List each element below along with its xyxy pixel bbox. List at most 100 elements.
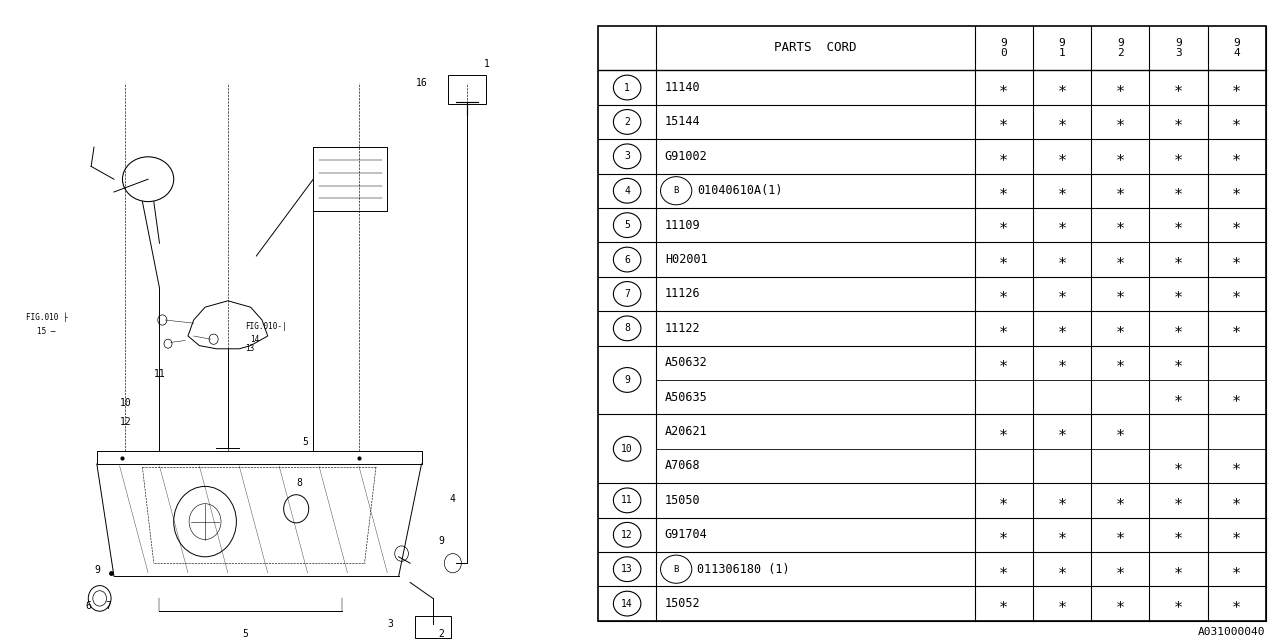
Text: ∗: ∗ [1057, 562, 1066, 577]
Text: 9
4: 9 4 [1234, 38, 1240, 58]
Text: ∗: ∗ [1174, 562, 1183, 577]
Text: ∗: ∗ [1116, 355, 1125, 371]
Text: 9: 9 [93, 564, 100, 575]
Text: 12: 12 [119, 417, 132, 428]
Text: 10: 10 [621, 444, 634, 454]
Text: 01040610A(1): 01040610A(1) [698, 184, 783, 197]
Text: A7068: A7068 [664, 460, 700, 472]
Text: 15052: 15052 [664, 597, 700, 610]
Text: FIG.010-|: FIG.010-| [244, 322, 287, 331]
Text: ∗: ∗ [1233, 458, 1242, 474]
Text: ∗: ∗ [1233, 80, 1242, 95]
Text: ∗: ∗ [1057, 596, 1066, 611]
Text: ∗: ∗ [1233, 218, 1242, 233]
Text: ∗: ∗ [1000, 149, 1009, 164]
Text: G91704: G91704 [664, 528, 708, 541]
Text: ∗: ∗ [1174, 527, 1183, 542]
Text: ∗: ∗ [1116, 527, 1125, 542]
Text: 15144: 15144 [664, 115, 700, 129]
Text: ∗: ∗ [1057, 355, 1066, 371]
Text: 2: 2 [439, 628, 444, 639]
Text: ∗: ∗ [1057, 287, 1066, 301]
Text: A50632: A50632 [664, 356, 708, 369]
Text: ∗: ∗ [1174, 183, 1183, 198]
Text: ∗: ∗ [1174, 596, 1183, 611]
Text: ∗: ∗ [1116, 149, 1125, 164]
Text: 6: 6 [86, 601, 91, 611]
Text: 1: 1 [625, 83, 630, 93]
Text: ∗: ∗ [1116, 321, 1125, 336]
Text: 9: 9 [439, 536, 444, 546]
Text: ∗: ∗ [1233, 115, 1242, 129]
Text: 11: 11 [621, 495, 634, 506]
Text: ∗: ∗ [1116, 115, 1125, 129]
Text: ∗: ∗ [1000, 424, 1009, 439]
Text: ∗: ∗ [1233, 562, 1242, 577]
Text: ∗: ∗ [1057, 493, 1066, 508]
Text: 14: 14 [251, 335, 260, 344]
Text: 16: 16 [416, 78, 428, 88]
Text: ∗: ∗ [1233, 321, 1242, 336]
Text: ∗: ∗ [1174, 149, 1183, 164]
Text: ∗: ∗ [1000, 321, 1009, 336]
Text: ∗: ∗ [1057, 183, 1066, 198]
Text: A50635: A50635 [664, 390, 708, 404]
Text: ∗: ∗ [1174, 287, 1183, 301]
Text: 9
0: 9 0 [1000, 38, 1007, 58]
Text: 12: 12 [621, 530, 634, 540]
Text: PARTS  CORD: PARTS CORD [774, 42, 856, 54]
Text: ∗: ∗ [1174, 218, 1183, 233]
Text: 14: 14 [621, 598, 634, 609]
Text: ∗: ∗ [1000, 287, 1009, 301]
Text: ∗: ∗ [1000, 596, 1009, 611]
Text: ∗: ∗ [1057, 527, 1066, 542]
Text: 011306180 (1): 011306180 (1) [698, 563, 790, 576]
Text: 6: 6 [625, 255, 630, 264]
Text: 5: 5 [302, 436, 307, 447]
Text: ∗: ∗ [1000, 80, 1009, 95]
Text: ∗: ∗ [1174, 458, 1183, 474]
Text: ∗: ∗ [1174, 115, 1183, 129]
Text: 3: 3 [388, 619, 393, 629]
Text: 4: 4 [451, 494, 456, 504]
Text: ∗: ∗ [1116, 424, 1125, 439]
Text: 15050: 15050 [664, 494, 700, 507]
Text: ∗: ∗ [1000, 115, 1009, 129]
Text: ∗: ∗ [1233, 390, 1242, 404]
Text: 9
1: 9 1 [1059, 38, 1065, 58]
Text: 7: 7 [105, 601, 111, 611]
Text: 9: 9 [625, 375, 630, 385]
Text: 4: 4 [625, 186, 630, 196]
Text: 1: 1 [484, 59, 490, 69]
Text: ∗: ∗ [1057, 218, 1066, 233]
Text: ∗: ∗ [1233, 493, 1242, 508]
Text: 9
3: 9 3 [1175, 38, 1181, 58]
Text: ∗: ∗ [1000, 562, 1009, 577]
Text: 11109: 11109 [664, 219, 700, 232]
Text: ∗: ∗ [1000, 493, 1009, 508]
Text: ∗: ∗ [1057, 424, 1066, 439]
Text: 11140: 11140 [664, 81, 700, 94]
Text: 8: 8 [296, 478, 302, 488]
Text: ∗: ∗ [1000, 355, 1009, 371]
Text: 2: 2 [625, 117, 630, 127]
Text: G91002: G91002 [664, 150, 708, 163]
Text: ∗: ∗ [1116, 183, 1125, 198]
Text: ∗: ∗ [1174, 355, 1183, 371]
Text: ∗: ∗ [1174, 80, 1183, 95]
Text: 3: 3 [625, 151, 630, 161]
Text: H02001: H02001 [664, 253, 708, 266]
Text: ∗: ∗ [1057, 252, 1066, 267]
Text: ∗: ∗ [1057, 80, 1066, 95]
Text: ∗: ∗ [1233, 596, 1242, 611]
Text: ∗: ∗ [1116, 596, 1125, 611]
Text: ∗: ∗ [1174, 493, 1183, 508]
Text: ∗: ∗ [1233, 252, 1242, 267]
Text: 7: 7 [625, 289, 630, 299]
Text: 11126: 11126 [664, 287, 700, 300]
Text: ∗: ∗ [1116, 218, 1125, 233]
Text: 13: 13 [244, 344, 255, 353]
Text: 5: 5 [625, 220, 630, 230]
Text: ∗: ∗ [1057, 149, 1066, 164]
Text: ∗: ∗ [1116, 493, 1125, 508]
